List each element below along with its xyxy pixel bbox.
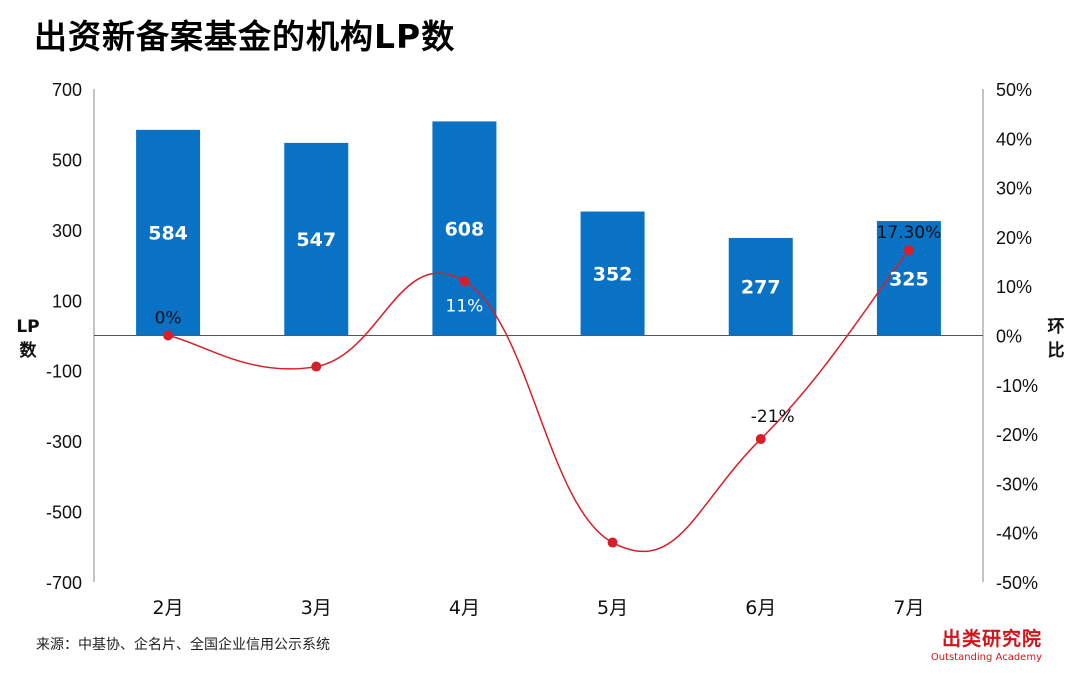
y-axis-title-line2: 数 — [20, 340, 38, 361]
bar — [728, 237, 793, 336]
x-tick-label: 4月 — [449, 597, 480, 619]
y2-tick-label: 0% — [996, 327, 1022, 347]
line-point — [755, 434, 766, 445]
y2-tick-label: 20% — [996, 228, 1032, 248]
line-value-label: 11% — [446, 296, 484, 316]
y2-tick-label: -20% — [996, 425, 1038, 445]
y2-tick-label: 10% — [996, 277, 1032, 297]
y2-tick-label: -50% — [996, 573, 1038, 593]
x-tick-label: 7月 — [893, 597, 924, 619]
x-tick-label: 5月 — [597, 597, 628, 619]
line-value-label: -21% — [751, 407, 795, 427]
line-point — [311, 361, 322, 372]
y2-axis-title-line2: 比 — [1048, 340, 1065, 361]
y2-tick-label: 40% — [996, 129, 1032, 149]
brand-name: 出类研究院 — [941, 628, 1042, 650]
series-line-huanbi — [167, 249, 910, 553]
y2-tick-label: -10% — [996, 376, 1038, 396]
y-axis-title-line1: LP — [16, 317, 39, 337]
bar-value-label: 325 — [889, 268, 929, 290]
bar — [136, 129, 201, 336]
y-tick-label: -300 — [46, 432, 82, 452]
bar-value-label: 277 — [741, 277, 781, 299]
line-point — [459, 276, 470, 287]
brand-subtitle: Outstanding Academy — [930, 652, 1042, 663]
y2-axis-title-line1: 环 — [1048, 317, 1065, 337]
y-tick-label: 100 — [52, 291, 82, 311]
bar-value-label: 584 — [148, 223, 188, 245]
y-tick-label: 300 — [52, 221, 82, 241]
source-note: 来源：中基协、企名片、全国企业信用公示系统 — [36, 637, 330, 653]
y2-tick-label: -40% — [996, 524, 1038, 544]
y-tick-label: 500 — [52, 150, 82, 170]
line-point — [903, 245, 914, 256]
line-point — [163, 330, 174, 341]
x-tick-label: 3月 — [301, 597, 332, 619]
y-tick-label: -700 — [46, 573, 82, 593]
x-tick-label: 2月 — [153, 597, 184, 619]
y-tick-label: -500 — [46, 503, 82, 523]
page-title: 出资新备案基金的机构LP数 — [34, 17, 456, 56]
bar-value-label: 352 — [593, 264, 633, 286]
bar — [284, 142, 349, 336]
bar — [580, 211, 645, 336]
brand-logo: 出类研究院 Outstanding Academy — [931, 624, 1042, 663]
x-tick-label: 6月 — [745, 597, 776, 619]
y-tick-label: 700 — [52, 80, 82, 100]
line-value-label: 0% — [155, 309, 182, 329]
y2-tick-label: 50% — [996, 80, 1032, 100]
y2-tick-label: -30% — [996, 474, 1038, 494]
y-tick-label: -100 — [46, 362, 82, 382]
line-value-label: 17.30% — [877, 223, 942, 243]
y2-tick-label: 30% — [996, 179, 1032, 199]
bar-value-label: 608 — [445, 218, 485, 240]
bar-value-label: 547 — [296, 229, 336, 251]
line-point — [607, 537, 618, 548]
